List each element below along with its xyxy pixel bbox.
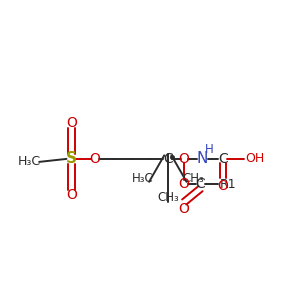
Text: N: N	[196, 152, 208, 166]
Text: O: O	[179, 177, 190, 191]
Text: O: O	[218, 179, 228, 193]
Text: O: O	[179, 202, 190, 216]
Text: C: C	[196, 177, 206, 191]
Text: C: C	[163, 152, 173, 166]
Text: CH₃: CH₃	[182, 172, 204, 185]
Text: O: O	[66, 188, 77, 202]
Text: CH₃: CH₃	[157, 191, 179, 204]
Text: H₃C: H₃C	[18, 155, 41, 168]
Text: C: C	[218, 152, 228, 166]
Text: H₃C: H₃C	[132, 172, 153, 185]
Text: O: O	[66, 116, 77, 130]
Text: OH: OH	[246, 152, 265, 165]
Text: S: S	[66, 152, 77, 166]
Text: O: O	[179, 152, 190, 166]
Text: R1: R1	[220, 178, 236, 191]
Text: O: O	[90, 152, 101, 166]
Text: H: H	[205, 143, 214, 156]
